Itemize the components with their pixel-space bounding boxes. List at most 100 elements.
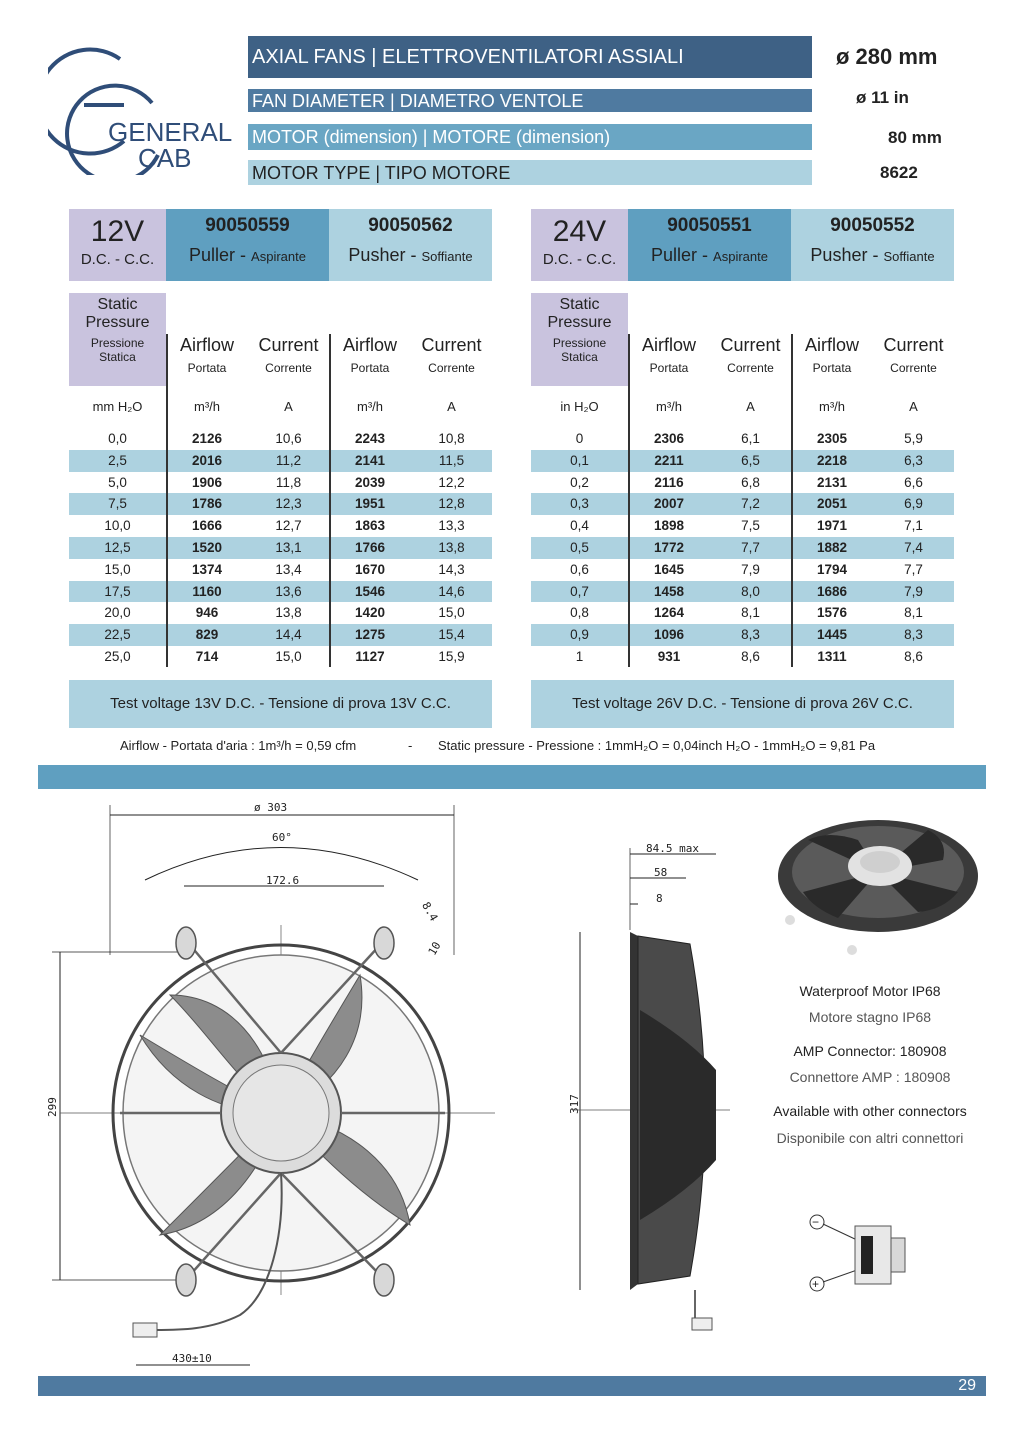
header-row-fan-diameter: FAN DIAMETER | DIAMETRO VENTOLE [248, 89, 812, 112]
table-12v: 12V D.C. - C.C. 90050559 Puller - Aspira… [69, 209, 492, 739]
test-voltage-bar: Test voltage 26V D.C. - Tensione di prov… [531, 680, 954, 728]
diameter-mm-value: ø 280 mm [836, 44, 938, 69]
current-puller-cell: 12,7 [275, 518, 302, 534]
current-puller-cell: 11,8 [275, 474, 302, 490]
puller-it-label: Aspirante [713, 249, 768, 264]
dim-angle-60: 60° [272, 831, 292, 844]
plus-sign: + [812, 1277, 819, 1291]
unit-pressure: mm H₂O [92, 399, 143, 414]
header-title: AXIAL FANS | ELETTROVENTILATORI ASSIALI [248, 36, 812, 78]
airflow-puller-cell: 2016 [191, 452, 223, 468]
current-pusher-cell: 15,0 [438, 605, 465, 621]
current-pusher-cell: 15,9 [438, 649, 465, 664]
pressure-cell: 0,0 [108, 431, 127, 446]
corrente-sub-puller: Corrente [265, 361, 312, 375]
pressure-note: Static pressure - Pressione : 1mmH₂O = 0… [438, 738, 876, 753]
airflow-pusher-cell: 1794 [816, 561, 848, 577]
current-pusher-cell: 13,8 [438, 540, 465, 555]
airflow-puller-cell: 714 [195, 649, 219, 664]
unit-airflow-puller: m³/h [194, 399, 220, 414]
puller-label: Puller - [651, 245, 709, 265]
current-puller-cell: 15,0 [275, 649, 302, 664]
dim-8: 8 [656, 892, 663, 905]
feature-amp-it: Connettore AMP : 180908 [789, 1069, 951, 1085]
header-row-motor-dimension: MOTOR (dimension) | MOTORE (dimension) [248, 124, 812, 150]
table-row: 22,5 829 14,4 1275 15,4 [69, 624, 492, 646]
model-pusher-cell: 90050552 Pusher - Soffiante [791, 209, 954, 281]
airflow-puller-cell: 1374 [191, 561, 223, 577]
airflow-pusher-cell: 1576 [816, 605, 848, 621]
dim-430: 430±10 [172, 1352, 212, 1365]
current-pusher-cell: 6,6 [904, 474, 923, 490]
airflow-puller-cell: 1906 [191, 474, 223, 490]
unit-pressure: in H₂O [560, 399, 599, 414]
airflow-pusher-cell: 1445 [816, 627, 848, 643]
pressure-cell: 15,0 [104, 561, 131, 577]
airflow-pusher-cell: 2243 [354, 431, 386, 446]
current-pusher-cell: 7,9 [904, 583, 923, 599]
model-pusher-code: 90050562 [368, 215, 453, 236]
pressure-cell: 5,0 [108, 474, 127, 490]
pressure-cell: 0,3 [570, 496, 589, 512]
pressure-cell: 25,0 [104, 649, 131, 664]
table-row: 15,0 1374 13,4 1670 14,3 [69, 559, 492, 581]
column-divider [329, 334, 331, 667]
dim-10: 10 [426, 940, 444, 958]
pusher-it-label: Soffiante [883, 249, 935, 264]
unit-airflow-puller: m³/h [656, 399, 682, 414]
minus-sign: − [812, 1215, 819, 1229]
model-puller-cell: 90050551 Puller - Aspirante [628, 209, 791, 281]
airflow-pusher-cell: 2131 [816, 474, 848, 490]
test-voltage-bar: Test voltage 13V D.C. - Tensione di prov… [69, 680, 492, 728]
current-pusher-cell: 6,3 [904, 452, 923, 468]
pressure-cell: 20,0 [104, 605, 131, 621]
feature-other-connectors-it: Disponibile con altri connettori [776, 1130, 964, 1146]
static-label: Static [559, 296, 600, 313]
unit-current-pusher: A [909, 399, 918, 414]
current-puller-cell: 6,8 [741, 474, 760, 490]
dim-84-5-max: 84.5 max [646, 842, 699, 855]
fan-side-view-drawing: 84.5 max 58 8 317 [568, 842, 730, 1331]
pressure-cell: 0,9 [570, 627, 589, 643]
current-pusher-cell: 10,8 [438, 431, 465, 446]
dim-8-4: 8.4 [419, 900, 440, 924]
pusher-label: Pusher - [348, 245, 417, 265]
voltage-label: 24V [552, 215, 607, 248]
statica-label: Statica [561, 350, 598, 364]
airflow-pusher-cell: 1311 [817, 649, 847, 664]
current-pusher-cell: 7,4 [904, 540, 923, 555]
motor-dimension-value: 80 mm [888, 128, 942, 147]
airflow-puller-cell: 946 [195, 605, 219, 621]
table-row: 5,0 1906 11,8 2039 12,2 [69, 472, 492, 494]
current-pusher-cell: 11,5 [438, 452, 465, 468]
airflow-puller-cell: 1264 [653, 605, 685, 621]
dim-58: 58 [654, 866, 667, 879]
pusher-label: Pusher - [810, 245, 879, 265]
dim-299: 299 [46, 1097, 59, 1117]
dc-label: D.C. - C.C. [80, 251, 155, 268]
header-row-motor-type: MOTOR TYPE | TIPO MOTORE [248, 160, 812, 185]
current-puller-cell: 13,6 [275, 583, 302, 599]
airflow-pusher-cell: 1882 [816, 540, 848, 555]
table-row: 0,2 2116 6,8 2131 6,6 [531, 472, 954, 494]
pressure-cell: 2,5 [108, 452, 127, 468]
airflow-pusher-cell: 1127 [355, 649, 385, 664]
airflow-puller-cell: 1786 [191, 496, 223, 512]
portata-sub-pusher: Portata [350, 361, 390, 375]
current-puller-cell: 7,5 [741, 518, 760, 534]
airflow-head-puller: Airflow [641, 335, 696, 355]
airflow-puller-cell: 2211 [654, 452, 684, 468]
table-row: 0,8 1264 8,1 1576 8,1 [531, 602, 954, 624]
table-row: 25,0 714 15,0 1127 15,9 [69, 646, 492, 668]
diameter-in-value: ø 11 in [856, 88, 909, 107]
static-pressure-cell: Static Pressure Pressione Statica [531, 293, 628, 386]
airflow-puller-cell: 1520 [191, 540, 223, 555]
feature-amp: AMP Connector: 180908 [793, 1043, 947, 1059]
table-row: 0,3 2007 7,2 2051 6,9 [531, 493, 954, 516]
data-rows: 0 2306 6,1 2305 5,9 0,1 2211 6,5 2218 6,3 0,2 2116 6… [531, 428, 954, 668]
current-pusher-cell: 7,7 [904, 561, 923, 577]
corrente-sub-pusher: Corrente [428, 361, 475, 375]
model-pusher-code: 90050552 [830, 215, 915, 236]
current-puller-cell: 8,3 [741, 627, 760, 643]
dim-diameter-303: ø 303 [254, 801, 287, 814]
